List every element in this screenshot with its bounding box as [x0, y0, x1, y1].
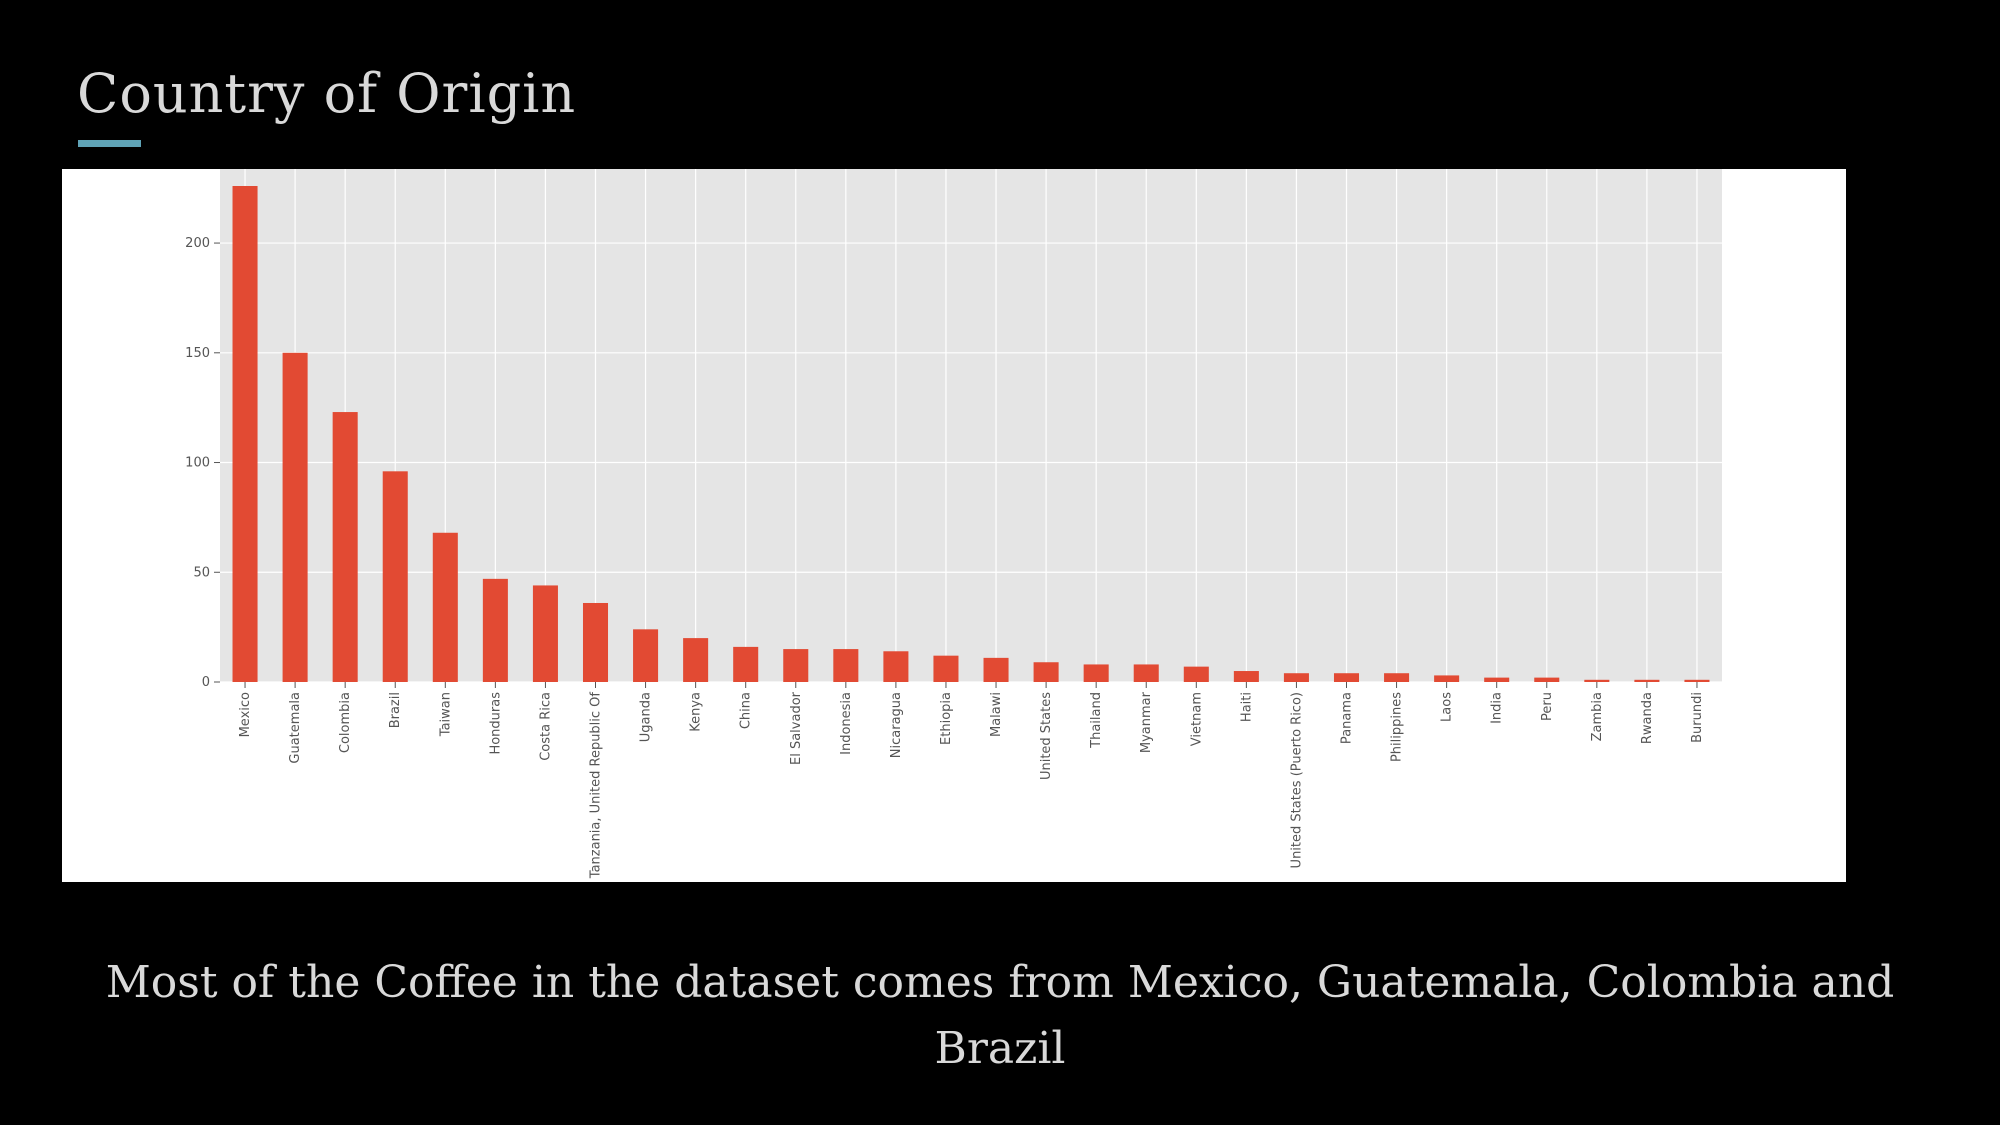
x-tick-label: India [1490, 692, 1505, 724]
x-tick-label: Myanmar [1139, 691, 1154, 753]
bar-myanmar [1133, 664, 1159, 682]
chart-panel: 0 50 100 150 200 Mexico Guatemala Colombia Braz… [62, 169, 1846, 882]
bar-zambia [1584, 679, 1610, 682]
x-tick-label: Malawi [989, 692, 1004, 737]
x-tick-label: Peru [1540, 692, 1555, 721]
bar-thailand [1083, 664, 1109, 682]
x-tick-label: Laos [1440, 692, 1455, 722]
x-tick-label: Ethiopia [939, 692, 954, 745]
bar-china [733, 646, 759, 682]
x-tick-label: Brazil [388, 692, 403, 728]
y-tick-label: 0 [202, 675, 210, 690]
slide-title: Country of Origin [77, 62, 577, 125]
bar-ethiopia [933, 655, 959, 682]
y-axis: 0 50 100 150 200 [185, 236, 220, 690]
x-tick-label: China [739, 692, 754, 729]
x-tick-label: Uganda [639, 692, 654, 742]
x-tick-label: El Salvador [789, 691, 804, 765]
x-grid [244, 169, 1698, 682]
bar-haiti [1233, 671, 1259, 682]
bar-vietnam [1183, 666, 1209, 682]
y-tick-label: 150 [185, 346, 210, 361]
y-tick-label: 50 [193, 565, 210, 580]
title-accent-bar [78, 140, 141, 147]
bar-el-salvador [783, 649, 809, 682]
bar-costa-rica [532, 585, 558, 682]
x-tick-label: Indonesia [839, 692, 854, 755]
bar-colombia [332, 412, 358, 682]
bars [232, 186, 1710, 682]
x-tick-label: Taiwan [438, 692, 453, 737]
x-tick-label: Thailand [1089, 692, 1104, 749]
y-grid [220, 242, 1722, 683]
x-tick-label: Rwanda [1640, 692, 1655, 744]
bar-kenya [683, 638, 709, 682]
bar-india [1484, 677, 1510, 682]
bar-tanzania-united-republic-of [582, 602, 609, 682]
bar-brazil [382, 471, 408, 682]
bar-chart: 0 50 100 150 200 Mexico Guatemala Colombia Braz… [185, 169, 1722, 879]
x-tick-label: Philippines [1390, 692, 1405, 762]
bar-taiwan [432, 532, 458, 682]
x-tick-label: Mexico [238, 692, 253, 737]
x-tick-label: Tanzania, United Republic Of [589, 692, 604, 880]
y-tick-label: 100 [185, 456, 210, 471]
x-tick-label: Haiti [1239, 692, 1254, 722]
slide-caption: Most of the Coffee in the dataset comes … [105, 957, 1895, 1074]
bar-united-states [1033, 662, 1059, 682]
bar-nicaragua [883, 651, 909, 682]
bar-panama [1333, 673, 1360, 682]
bar-philippines [1384, 673, 1410, 682]
bar-guatemala [282, 352, 308, 682]
bar-united-states-puerto-rico [1283, 673, 1309, 682]
bar-indonesia [833, 649, 859, 682]
x-tick-label: Burundi [1690, 692, 1705, 743]
y-tick-label: 200 [185, 236, 210, 251]
x-tick-label: United States [1039, 692, 1054, 780]
x-tick-label: Costa Rica [538, 692, 553, 761]
x-tick-label: United States (Puerto Rico) [1289, 692, 1304, 868]
x-tick-label: Guatemala [288, 692, 303, 764]
x-tick-label: Kenya [689, 692, 704, 732]
x-tick-label: Panama [1340, 692, 1355, 744]
bar-rwanda [1634, 679, 1660, 682]
bar-peru [1534, 677, 1560, 682]
bar-honduras [482, 578, 508, 682]
x-axis: Mexico Guatemala Colombia Brazil Taiwan Hondu… [238, 682, 1705, 879]
x-tick-label: Zambia [1590, 692, 1605, 741]
bar-malawi [983, 657, 1009, 682]
x-tick-label: Vietnam [1189, 692, 1204, 746]
x-tick-label: Colombia [338, 692, 353, 753]
plot-area [220, 169, 1722, 682]
x-tick-label: Honduras [488, 692, 503, 755]
x-tick-label: Nicaragua [889, 692, 904, 758]
bar-burundi [1684, 679, 1710, 682]
bar-mexico [232, 186, 258, 682]
bar-laos [1434, 675, 1460, 682]
bar-uganda [633, 629, 659, 682]
